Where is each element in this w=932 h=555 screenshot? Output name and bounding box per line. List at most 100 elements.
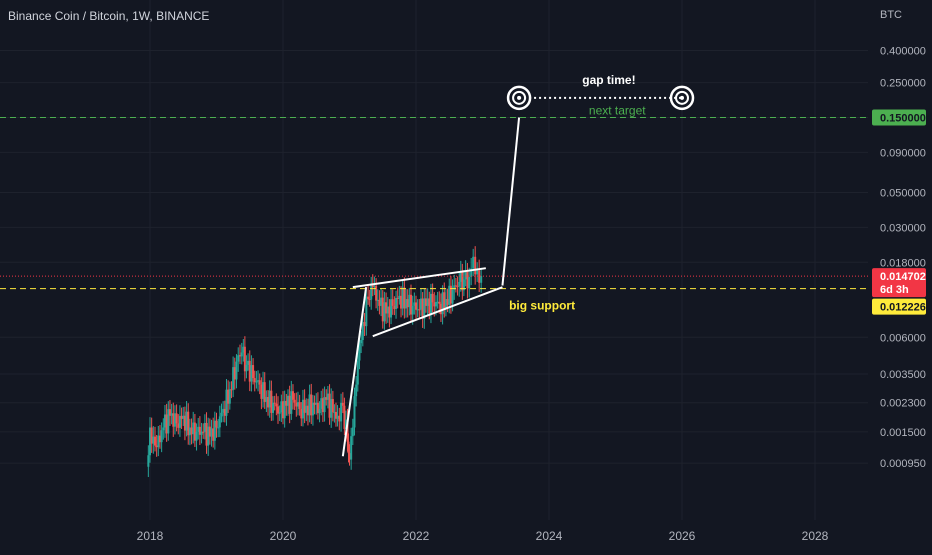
candle <box>152 436 155 444</box>
candle <box>350 436 353 460</box>
candle <box>232 367 235 390</box>
candle <box>395 297 398 309</box>
candle <box>476 270 479 275</box>
candle <box>321 398 324 413</box>
candle <box>386 306 389 314</box>
candle <box>426 298 429 306</box>
y-tick-label: 0.006000 <box>880 332 926 344</box>
candle <box>316 402 319 414</box>
target-price-tag <box>872 109 926 126</box>
x-tick-label: 2026 <box>669 529 696 543</box>
candle <box>428 298 431 314</box>
target-icon-dot <box>517 95 522 100</box>
candle <box>398 295 401 299</box>
candle <box>270 390 273 413</box>
candle <box>177 423 180 428</box>
candle <box>423 298 426 319</box>
target-icon-ring <box>512 90 527 105</box>
candle <box>227 389 230 404</box>
candle <box>175 413 178 424</box>
candle <box>464 270 467 280</box>
candle <box>330 399 333 418</box>
candle <box>419 298 422 310</box>
candle <box>331 399 334 413</box>
y-tick-label: 0.003500 <box>880 369 926 381</box>
drawing-channel-upper <box>352 267 486 289</box>
candle <box>185 411 188 431</box>
x-tick-label: 2028 <box>802 529 829 543</box>
candle <box>288 395 291 414</box>
candle <box>429 293 432 314</box>
candle <box>368 299 371 301</box>
candle <box>168 409 171 416</box>
candle <box>228 389 231 404</box>
candle <box>311 402 314 416</box>
candle <box>293 399 296 403</box>
candle <box>238 355 241 357</box>
candle <box>470 268 473 278</box>
candle <box>193 422 196 441</box>
candle <box>318 408 321 414</box>
candle <box>215 420 218 428</box>
candle <box>253 378 256 383</box>
candle <box>173 413 176 427</box>
candle <box>441 292 444 315</box>
candle <box>260 384 263 399</box>
candle <box>157 435 160 448</box>
candle <box>347 441 350 454</box>
candle <box>443 292 446 310</box>
lines-layer <box>0 117 868 290</box>
candle <box>183 415 186 431</box>
drawing-projection <box>341 287 368 457</box>
candle <box>433 302 436 307</box>
candle <box>356 360 359 385</box>
candle <box>162 427 165 431</box>
candle <box>424 298 427 306</box>
candle <box>344 419 347 429</box>
candle <box>303 399 306 413</box>
candle <box>371 284 374 288</box>
candle <box>155 445 158 448</box>
candle <box>454 285 457 287</box>
axis-layer: 2018 2020 2022 2024 2026 2028 0.400000 0.250000… <box>137 46 926 543</box>
candle <box>325 397 328 400</box>
candle <box>388 306 391 318</box>
candle <box>416 309 419 311</box>
candle <box>418 309 421 311</box>
target-icon-dot <box>680 95 684 100</box>
candle <box>405 299 408 309</box>
candle <box>273 402 276 404</box>
x-tick-label: 2024 <box>536 529 563 543</box>
candle <box>245 364 248 372</box>
candle <box>268 390 271 408</box>
candle <box>187 411 190 436</box>
candle <box>223 408 226 416</box>
drawing-channel-lower <box>372 286 503 338</box>
candle <box>198 426 201 435</box>
x-tick-label: 2022 <box>403 529 430 543</box>
candle <box>338 415 341 422</box>
candle <box>283 400 286 419</box>
chart-title: Binance Coin / Bitcoin, 1W, BINANCE <box>8 9 210 23</box>
candle <box>242 346 245 353</box>
candle <box>336 415 339 419</box>
candle <box>367 296 370 300</box>
candle <box>178 415 181 428</box>
candle <box>358 343 361 361</box>
candle <box>250 365 253 382</box>
candle <box>300 408 303 419</box>
candle <box>466 270 469 289</box>
candle <box>240 352 243 357</box>
x-tick-label: 2018 <box>137 529 164 543</box>
candle <box>396 297 399 299</box>
candle <box>444 299 447 310</box>
candle <box>341 402 344 406</box>
candle <box>459 271 462 282</box>
candle <box>401 287 404 309</box>
candle <box>213 420 216 441</box>
candle <box>438 301 441 304</box>
candle <box>192 422 195 435</box>
drawings-layer: gap time! next target big support <box>341 73 695 457</box>
